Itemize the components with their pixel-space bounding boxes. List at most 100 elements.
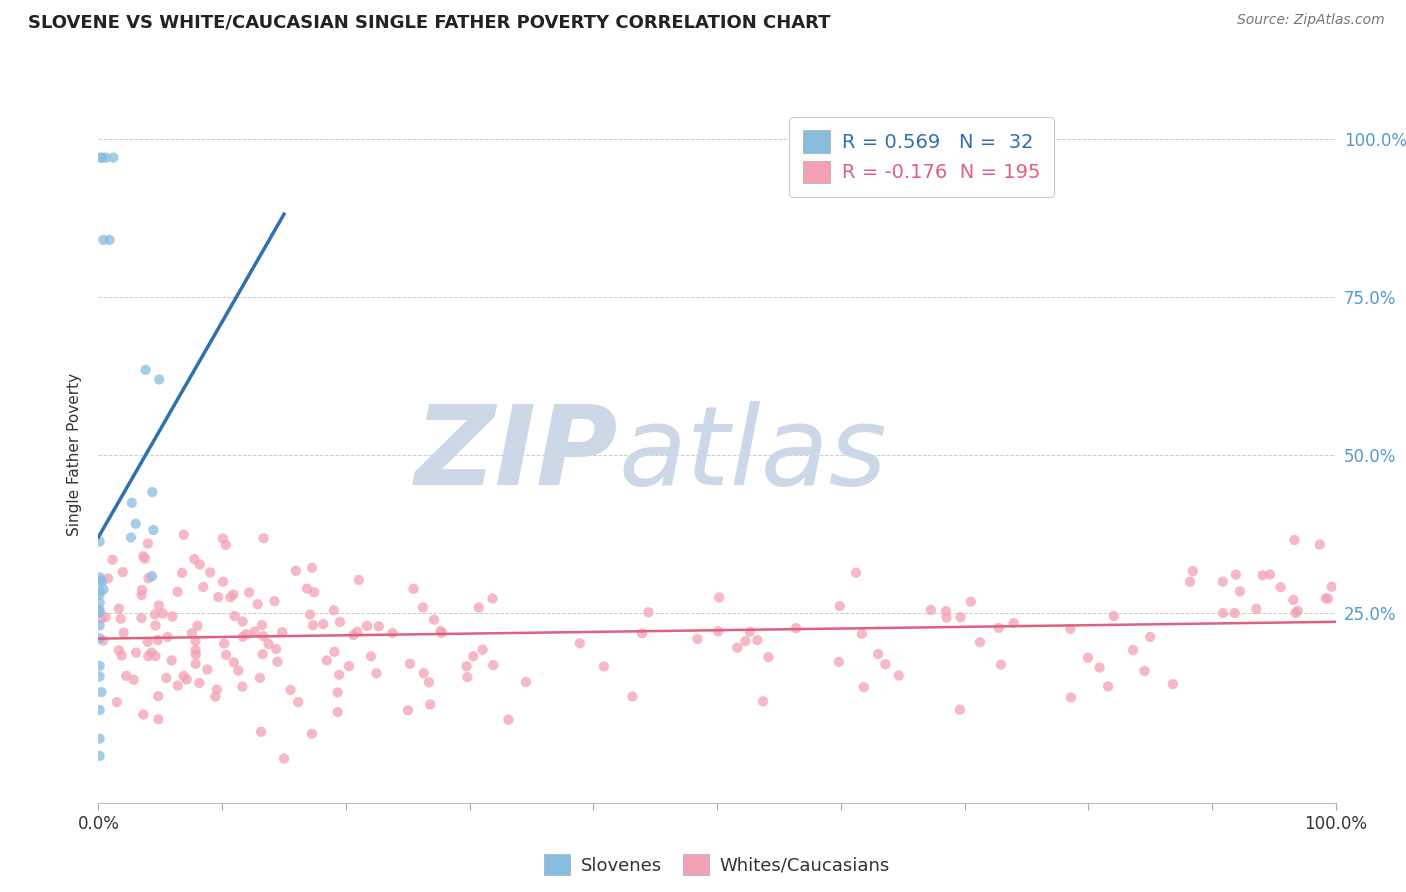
- Point: [173, 528, 195, 542]
- Point: [471, 642, 494, 657]
- Point: [89, 703, 111, 717]
- Point: [93, 582, 115, 597]
- Point: [301, 561, 323, 575]
- Point: [89, 596, 111, 610]
- Point: [228, 664, 250, 678]
- Point: [266, 655, 288, 669]
- Point: [322, 603, 344, 617]
- Point: [148, 372, 170, 386]
- Point: [215, 538, 238, 552]
- Y-axis label: Single Father Poverty: Single Father Poverty: [67, 374, 83, 536]
- Point: [969, 635, 991, 649]
- Point: [142, 523, 165, 537]
- Point: [219, 590, 242, 604]
- Point: [326, 685, 349, 699]
- Point: [430, 625, 453, 640]
- Point: [959, 595, 981, 609]
- Point: [346, 624, 368, 639]
- Point: [381, 626, 404, 640]
- Point: [184, 633, 207, 648]
- Point: [568, 636, 591, 650]
- Point: [1284, 606, 1306, 620]
- Point: [263, 594, 285, 608]
- Point: [1077, 650, 1099, 665]
- Point: [89, 570, 111, 584]
- Point: [91, 633, 114, 648]
- Point: [131, 611, 153, 625]
- Point: [1212, 574, 1234, 589]
- Point: [148, 599, 170, 613]
- Point: [252, 629, 274, 643]
- Point: [176, 673, 198, 687]
- Point: [1315, 591, 1337, 606]
- Point: [180, 626, 202, 640]
- Point: [132, 549, 155, 564]
- Point: [1060, 690, 1083, 705]
- Point: [423, 613, 446, 627]
- Point: [94, 151, 117, 165]
- Point: [222, 655, 245, 669]
- Point: [593, 659, 616, 673]
- Point: [328, 667, 350, 681]
- Point: [342, 628, 364, 642]
- Point: [949, 703, 972, 717]
- Point: [155, 671, 177, 685]
- Point: [1270, 580, 1292, 594]
- Point: [418, 675, 440, 690]
- Point: [115, 669, 138, 683]
- Point: [212, 636, 235, 650]
- Point: [90, 685, 112, 699]
- Point: [360, 649, 382, 664]
- Point: [91, 151, 114, 165]
- Point: [105, 695, 128, 709]
- Point: [828, 599, 851, 613]
- Legend: Slovenes, Whites/Caucasians: Slovenes, Whites/Caucasians: [536, 846, 898, 884]
- Point: [1251, 568, 1274, 582]
- Point: [148, 712, 170, 726]
- Point: [875, 657, 897, 672]
- Point: [367, 619, 389, 633]
- Point: [738, 624, 761, 639]
- Point: [134, 551, 156, 566]
- Point: [97, 571, 120, 585]
- Point: [120, 531, 142, 545]
- Point: [1002, 615, 1025, 630]
- Point: [252, 647, 274, 661]
- Point: [222, 588, 245, 602]
- Point: [1320, 580, 1343, 594]
- Point: [193, 580, 215, 594]
- Point: [515, 675, 537, 690]
- Point: [868, 647, 890, 661]
- Point: [356, 619, 378, 633]
- Point: [207, 590, 229, 604]
- Point: [112, 625, 135, 640]
- Point: [143, 607, 166, 622]
- Point: [184, 648, 207, 662]
- Point: [93, 233, 115, 247]
- Point: [329, 615, 352, 629]
- Point: [125, 516, 148, 531]
- Point: [419, 698, 441, 712]
- Point: [111, 648, 134, 663]
- Point: [752, 694, 775, 708]
- Point: [481, 591, 503, 606]
- Point: [1059, 622, 1081, 636]
- Point: [250, 724, 273, 739]
- Point: [91, 574, 114, 589]
- Point: [273, 751, 295, 765]
- Point: [89, 584, 111, 599]
- Point: [89, 603, 111, 617]
- Point: [257, 637, 280, 651]
- Point: [110, 612, 132, 626]
- Point: [1122, 643, 1144, 657]
- Point: [1161, 677, 1184, 691]
- Point: [1284, 533, 1306, 547]
- Point: [621, 690, 644, 704]
- Point: [887, 668, 910, 682]
- Point: [184, 643, 207, 657]
- Point: [136, 536, 159, 550]
- Point: [89, 658, 111, 673]
- Point: [758, 650, 780, 665]
- Point: [172, 566, 194, 580]
- Point: [302, 585, 325, 599]
